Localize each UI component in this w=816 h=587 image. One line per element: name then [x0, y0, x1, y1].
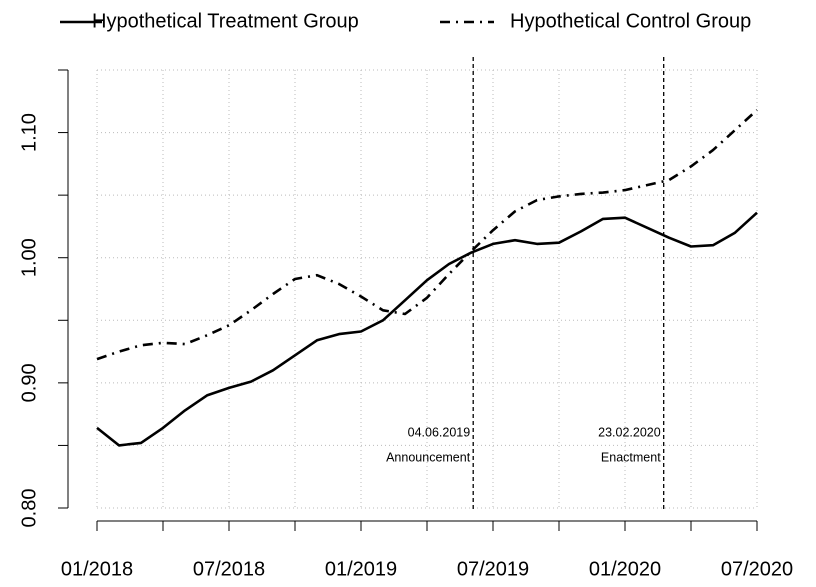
x-tick-label: 01/2020 [589, 558, 661, 580]
y-tick-label: 1.00 [18, 238, 40, 277]
event-date: 04.06.2019 [408, 425, 471, 439]
x-tick-label: 07/2018 [193, 558, 265, 580]
legend-label: Hypothetical Control Group [510, 10, 751, 32]
event-text: Announcement [386, 450, 471, 464]
event-text: Enactment [601, 450, 661, 464]
x-tick-label: 01/2018 [61, 558, 133, 580]
y-tick-label: 0.80 [18, 489, 40, 528]
x-tick-label: 07/2019 [457, 558, 529, 580]
x-tick-label: 07/2020 [721, 558, 793, 580]
y-tick-label: 1.10 [18, 113, 40, 152]
x-tick-label: 01/2019 [325, 558, 397, 580]
legend-label: Hypothetical Treatment Group [92, 10, 359, 32]
series-line [96, 109, 758, 361]
y-tick-label: 0.90 [18, 363, 40, 402]
series-line [96, 211, 758, 447]
event-date: 23.02.2020 [598, 425, 661, 439]
